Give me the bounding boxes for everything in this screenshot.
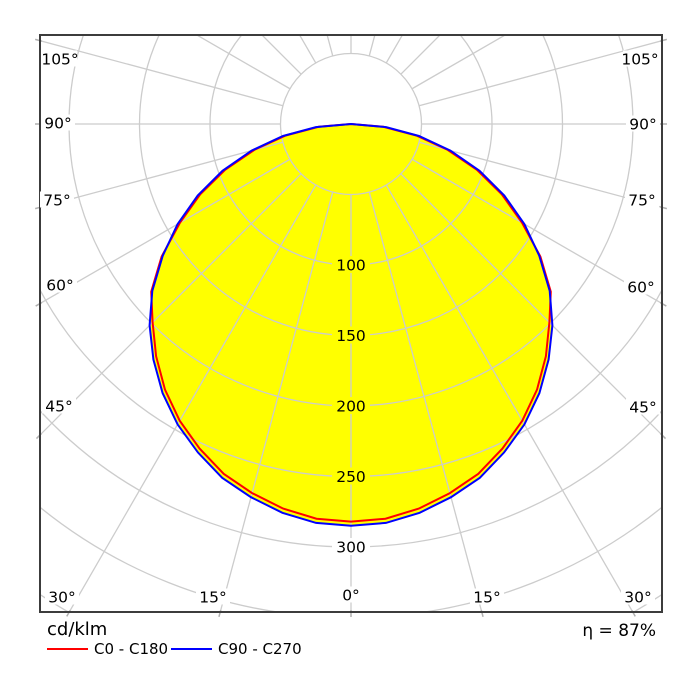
svg-text:200: 200 <box>336 398 366 416</box>
c90-c270-line-swatch <box>171 648 212 650</box>
svg-text:0°: 0° <box>342 587 360 605</box>
svg-text:150: 150 <box>336 327 366 345</box>
legend-label-c0-c180: C0 - C180 <box>94 640 169 658</box>
svg-text:75°: 75° <box>43 192 70 210</box>
svg-text:105°: 105° <box>621 51 658 69</box>
radial-value-labels: 100 150 200 250 300 <box>332 256 370 557</box>
svg-text:15°: 15° <box>473 589 500 607</box>
svg-text:30°: 30° <box>624 589 651 607</box>
svg-text:45°: 45° <box>629 399 656 417</box>
svg-text:105°: 105° <box>41 51 78 69</box>
radial-unit-label: cd/klm <box>47 619 108 640</box>
svg-text:100: 100 <box>336 257 366 275</box>
legend-item-c0-c180: C0 - C180 <box>47 640 207 658</box>
curve-c90-c270 <box>148 122 554 527</box>
svg-text:45°: 45° <box>45 398 72 416</box>
legend-label-c90-c270: C90 - C270 <box>218 640 302 658</box>
curve-c0-c180 <box>150 122 552 523</box>
svg-text:15°: 15° <box>199 589 226 607</box>
plot-border <box>39 34 663 613</box>
angle-labels: 105° 90° 75° 60° 45° 30° 15° 0° 15° 30° 105° 90° 75°… <box>40 50 660 607</box>
svg-text:90°: 90° <box>629 116 656 134</box>
svg-text:250: 250 <box>336 468 366 486</box>
svg-text:90°: 90° <box>44 115 71 133</box>
legend-item-c90-c270: C90 - C270 <box>171 640 351 658</box>
svg-text:75°: 75° <box>628 192 655 210</box>
svg-text:30°: 30° <box>48 589 75 607</box>
svg-text:300: 300 <box>336 539 366 557</box>
light-output-ratio: η = 87% <box>582 621 656 641</box>
svg-text:60°: 60° <box>627 279 654 297</box>
svg-text:60°: 60° <box>46 277 73 295</box>
c0-c180-line-swatch <box>47 648 88 650</box>
